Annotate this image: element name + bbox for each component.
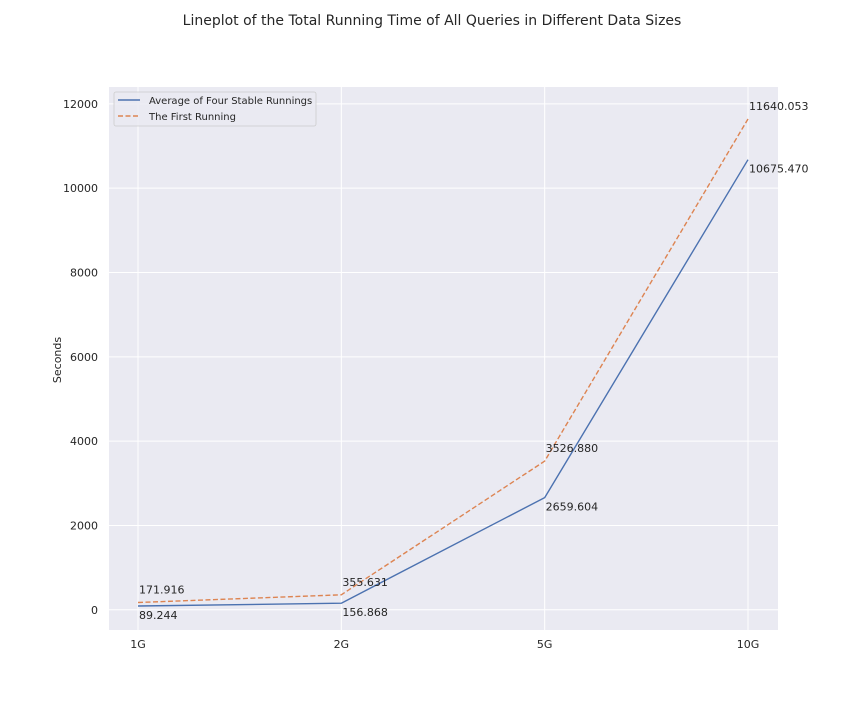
data-label: 11640.053 — [749, 100, 809, 113]
data-labels: 89.244 156.868 2659.604 10675.470 171.916 355… — [139, 100, 809, 622]
data-label: 171.916 — [139, 584, 185, 597]
data-label: 10675.470 — [749, 163, 809, 176]
series-lines — [137, 118, 749, 607]
y-tick-label: 8000 — [70, 266, 98, 279]
tick-labels: 0 2000 4000 6000 8000 10000 12000 1G 2G 5G 10G — [63, 98, 759, 651]
legend: Average of Four Stable Runnings The First… — [113, 91, 317, 127]
y-tick-label: 6000 — [70, 351, 98, 364]
y-tick-label: 10000 — [63, 182, 98, 195]
x-tick-label: 1G — [130, 638, 146, 651]
data-label: 156.868 — [342, 606, 388, 619]
x-tick-label: 2G — [334, 638, 350, 651]
series-line-average — [137, 159, 749, 607]
y-axis-label: Seconds — [51, 337, 64, 383]
legend-label: The First Running — [148, 112, 236, 123]
y-tick-label: 4000 — [70, 435, 98, 448]
data-label: 2659.604 — [546, 501, 599, 514]
series-line-first-running — [137, 118, 749, 604]
data-label: 355.631 — [342, 576, 388, 589]
y-tick-label: 0 — [91, 604, 98, 617]
chart-title: Lineplot of the Total Running Time of Al… — [183, 13, 682, 29]
y-tick-label: 12000 — [63, 98, 98, 111]
plot-area — [109, 87, 778, 630]
x-tick-label: 5G — [537, 638, 553, 651]
legend-box — [113, 91, 317, 127]
grid — [109, 87, 778, 630]
x-tick-label: 10G — [737, 638, 760, 651]
data-label: 3526.880 — [546, 442, 599, 455]
data-label: 89.244 — [139, 609, 178, 622]
legend-label: Average of Four Stable Runnings — [149, 96, 312, 107]
y-tick-label: 2000 — [70, 519, 98, 532]
